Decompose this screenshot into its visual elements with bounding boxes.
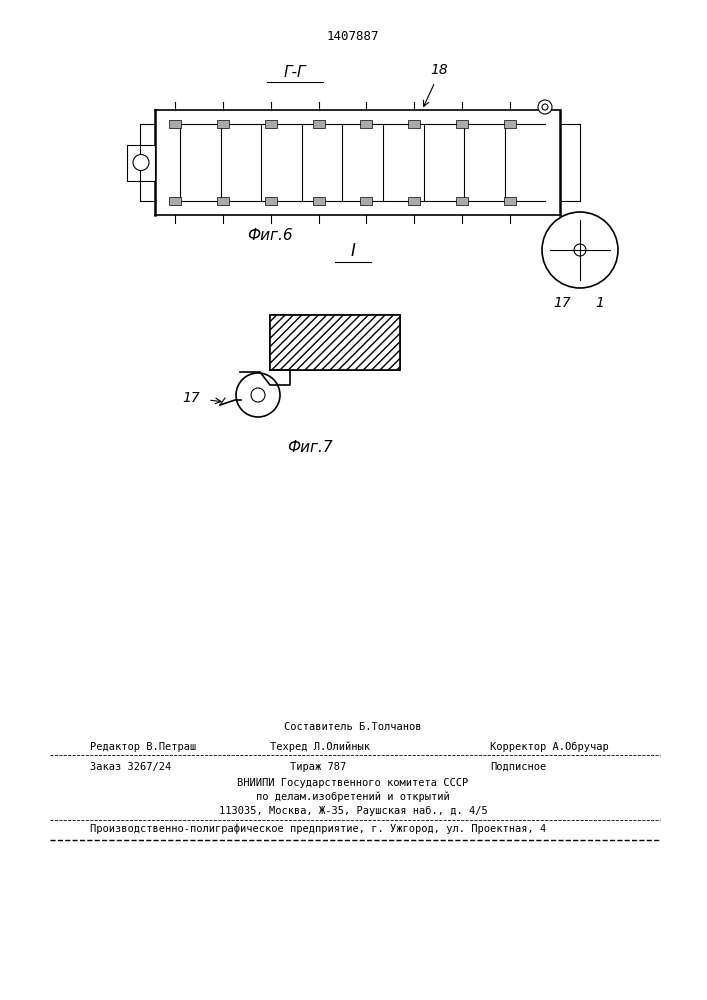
Text: 18: 18 bbox=[430, 63, 448, 77]
Bar bbox=[169, 120, 181, 128]
Text: 1407887: 1407887 bbox=[327, 30, 379, 43]
Text: Производственно-полиграфическое предприятие, г. Ужгород, ул. Проектная, 4: Производственно-полиграфическое предприя… bbox=[90, 824, 547, 834]
Bar bbox=[127, 144, 155, 180]
Text: 17: 17 bbox=[182, 391, 200, 405]
Circle shape bbox=[542, 104, 548, 110]
Circle shape bbox=[542, 212, 618, 288]
Text: І: І bbox=[351, 242, 356, 260]
Circle shape bbox=[251, 388, 265, 402]
Text: Тираж 787: Тираж 787 bbox=[290, 762, 346, 772]
Text: Корректор А.Обручар: Корректор А.Обручар bbox=[490, 742, 609, 752]
Bar bbox=[504, 197, 516, 205]
Text: Редактор В.Петраш: Редактор В.Петраш bbox=[90, 742, 197, 752]
Bar bbox=[270, 315, 400, 370]
Bar bbox=[169, 197, 181, 205]
Text: Подписное: Подписное bbox=[490, 762, 547, 772]
Text: Заказ 3267/24: Заказ 3267/24 bbox=[90, 762, 171, 772]
Text: Фиг.7: Фиг.7 bbox=[287, 440, 333, 455]
Circle shape bbox=[538, 100, 552, 114]
Bar bbox=[408, 197, 420, 205]
Bar bbox=[456, 120, 468, 128]
Text: Составитель Б.Толчанов: Составитель Б.Толчанов bbox=[284, 722, 422, 732]
Text: 1: 1 bbox=[595, 296, 604, 310]
Circle shape bbox=[133, 154, 149, 170]
Circle shape bbox=[574, 244, 586, 256]
Bar bbox=[361, 197, 373, 205]
Bar bbox=[270, 315, 400, 370]
Bar bbox=[264, 197, 276, 205]
Bar bbox=[361, 120, 373, 128]
Text: ВНИИПИ Государственного комитета СССР: ВНИИПИ Государственного комитета СССР bbox=[238, 778, 469, 788]
Bar bbox=[217, 197, 229, 205]
Bar bbox=[312, 197, 325, 205]
Bar bbox=[270, 315, 400, 370]
Text: Г-Г: Г-Г bbox=[284, 65, 306, 80]
Bar bbox=[504, 120, 516, 128]
Bar bbox=[264, 120, 276, 128]
Text: по делам.изобретений и открытий: по делам.изобретений и открытий bbox=[256, 792, 450, 802]
Text: 113035, Москва, Ж-35, Раушская наб., д. 4/5: 113035, Москва, Ж-35, Раушская наб., д. … bbox=[218, 806, 487, 816]
Text: 17: 17 bbox=[553, 296, 571, 310]
Bar bbox=[408, 120, 420, 128]
Bar bbox=[217, 120, 229, 128]
Bar bbox=[456, 197, 468, 205]
Bar bbox=[312, 120, 325, 128]
Circle shape bbox=[236, 373, 280, 417]
Text: Техред Л.Олийнык: Техред Л.Олийнык bbox=[270, 742, 370, 752]
Text: Фиг.6: Фиг.6 bbox=[247, 228, 293, 243]
